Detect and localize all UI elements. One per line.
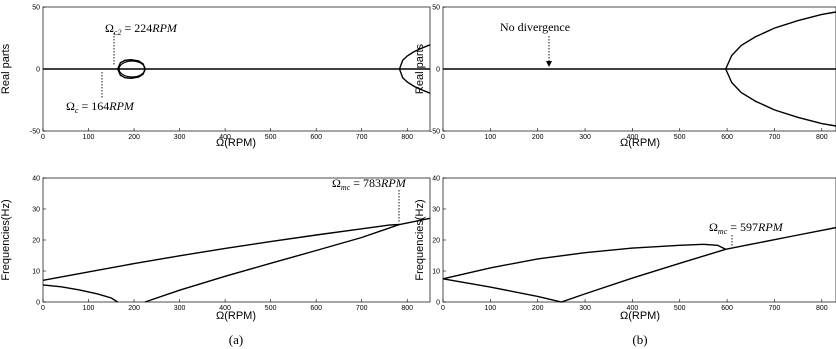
plot-frame [442,177,836,303]
series-line-1 [442,226,836,280]
series-line-2 [725,11,836,70]
y-tick-label: 10 [432,269,440,276]
x-tick-label: 100 [485,305,497,312]
x-axis-label: Ω(RPM) [216,137,256,149]
series-line-1 [42,217,431,281]
y-tick-label: 0 [436,300,440,307]
y-tick-label: 20 [32,238,40,245]
x-tick-label: 400 [219,305,231,312]
x-tick-label: 600 [721,305,733,312]
y-tick-label: 30 [32,207,40,214]
x-axis-label: Ω(RPM) [620,310,660,322]
y-axis-label: Frequencies(Hz) [414,199,426,280]
series-line-4 [398,44,431,70]
x-tick-label: 800 [816,134,828,141]
series-line-3 [725,68,836,127]
annotation-omega-c: Ωc = 164RPM [66,99,135,115]
x-tick-label: 200 [532,305,544,312]
annotation-omega-c2: Ωc2 = 224RPM [105,21,178,37]
y-axis-label: Real parts [414,43,426,94]
x-tick-label: 800 [401,134,413,141]
x-tick-label: 100 [485,134,497,141]
x-tick-label: 600 [721,134,733,141]
caption-b: (b) [632,332,647,347]
y-tick-label: -50 [430,129,440,136]
x-tick-label: 600 [310,305,322,312]
x-tick-label: 100 [83,134,95,141]
x-tick-label: 500 [674,134,686,141]
x-tick-label: 400 [627,305,639,312]
x-tick-label: 500 [674,305,686,312]
y-axis-label: Real parts [0,43,12,94]
instability-ellipse [118,60,146,78]
x-tick-label: 100 [83,305,95,312]
x-tick-label: 300 [174,305,186,312]
annotation-omega-mc: Ωmc = 783RPM [332,176,407,192]
y-tick-label: 20 [432,238,440,245]
y-tick-label: 30 [432,207,440,214]
x-axis-label: Ω(RPM) [620,137,660,149]
y-tick-label: 40 [432,176,440,183]
y-tick-label: -50 [30,129,40,136]
x-tick-label: 0 [41,305,45,312]
x-tick-label: 200 [128,134,140,141]
x-tick-label: 200 [128,305,140,312]
x-tick-label: 300 [579,134,591,141]
x-tick-label: 500 [265,134,277,141]
x-tick-label: 700 [769,134,781,141]
x-tick-label: 400 [219,134,231,141]
series-line-2 [117,58,146,70]
y-axis-label: Frequencies(Hz) [0,199,12,280]
x-tick-label: 200 [532,134,544,141]
arrow-head [546,61,552,67]
x-tick-label: 0 [41,134,45,141]
x-tick-label: 700 [769,305,781,312]
x-axis-label: Ω(RPM) [216,310,256,322]
caption-a: (a) [229,332,243,347]
y-tick-label: 0 [36,67,40,74]
x-tick-label: 800 [816,305,828,312]
plot-frame [42,177,431,303]
series-line-5 [398,68,431,94]
y-tick-label: 40 [32,176,40,183]
x-tick-label: 400 [627,134,639,141]
x-tick-label: 0 [441,134,445,141]
x-tick-label: 700 [356,134,368,141]
x-tick-label: 700 [356,305,368,312]
x-tick-label: 300 [579,305,591,312]
panel-b-frequencies: 0 100 200 300 400 500 600 700 800 0 10 20 30 40 Frequ… [414,176,836,322]
annotation-no-divergence: No divergence [500,20,570,34]
y-tick-label: 10 [32,269,40,276]
series-line-2 [442,248,726,303]
annotation-omega-mc: Ωmc = 597RPM [709,220,784,236]
series-line-3 [117,68,146,80]
x-tick-label: 800 [401,305,413,312]
series-line-3 [42,284,119,303]
panel-a-frequencies: 0 100 200 300 400 500 600 700 800 0 10 20 30 40 Frequ… [0,176,431,322]
y-tick-label: 50 [32,5,40,12]
y-tick-label: 50 [432,5,440,12]
y-tick-label: 0 [36,300,40,307]
x-tick-label: 600 [310,134,322,141]
x-tick-label: 500 [265,305,277,312]
series-line-2 [144,223,400,303]
y-tick-label: 0 [436,67,440,74]
x-tick-label: 0 [441,305,445,312]
x-tick-label: 300 [174,134,186,141]
